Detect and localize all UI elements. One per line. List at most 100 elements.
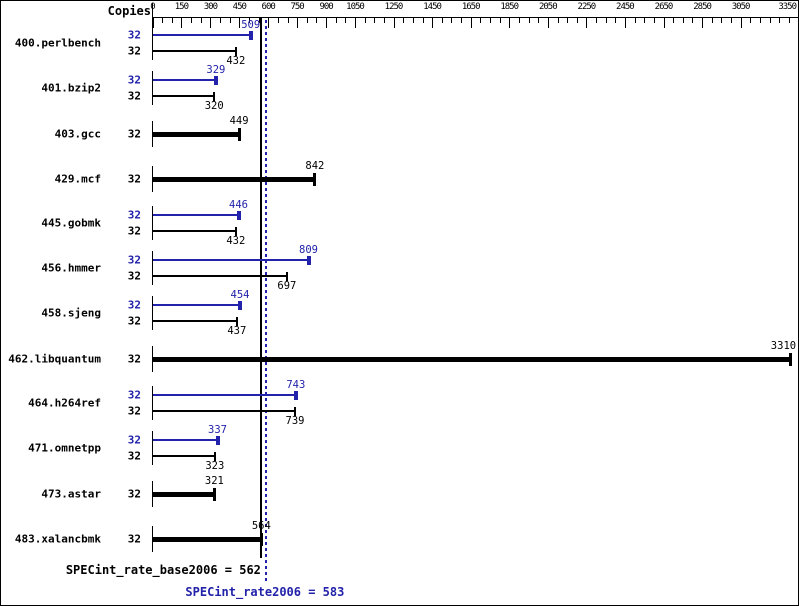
benchmark-label: 462.libquantum [8, 352, 101, 366]
benchmark-baseline-stem [152, 121, 153, 147]
peak-bar [153, 439, 218, 441]
peak-bar-endcap [238, 300, 242, 310]
x-axis-tick-label: 3350 [778, 2, 797, 12]
peak-bar-endcap [236, 210, 241, 220]
x-axis-minor-tick [200, 18, 202, 23]
x-axis-minor-tick [461, 18, 462, 23]
peak-value-label: 454 [230, 289, 250, 301]
peak-value-label: 809 [299, 244, 318, 256]
copies-column-header: Copies [107, 4, 151, 18]
x-axis-minor-tick [480, 18, 482, 23]
copies-value-peak: 32 [127, 28, 141, 42]
x-axis-tick-label: 1450 [423, 2, 442, 12]
benchmark-baseline-stem [152, 166, 153, 192]
x-axis-minor-tick [374, 18, 376, 23]
base-bar-endcap [234, 226, 237, 236]
x-axis-minor-tick [634, 18, 636, 23]
x-axis-line [152, 17, 798, 18]
benchmark-baseline-stem [152, 251, 153, 285]
x-axis-major-tick [702, 18, 704, 28]
x-axis-minor-tick [412, 18, 414, 23]
base-value-label: 697 [277, 280, 297, 292]
x-axis-minor-tick [220, 18, 221, 23]
benchmark-baseline-stem [152, 26, 153, 60]
peak-value-label: 446 [229, 199, 248, 211]
x-axis-major-tick [268, 18, 270, 28]
x-axis-tick-label: 600 [261, 2, 276, 12]
base-bar [153, 410, 295, 412]
x-axis-major-tick [624, 18, 626, 28]
x-axis-major-tick [239, 18, 241, 28]
peak-bar [153, 214, 239, 216]
benchmark-baseline-stem [152, 526, 153, 552]
base-bar-endcap [234, 46, 237, 56]
base-value-label: 320 [204, 100, 224, 112]
x-axis-minor-tick [557, 18, 559, 23]
base-bar [153, 230, 236, 232]
x-axis-minor-tick [788, 18, 790, 23]
benchmark-baseline-stem [152, 346, 153, 372]
x-axis-minor-tick [731, 18, 732, 23]
base-bar-endcap [213, 451, 216, 461]
x-axis-minor-tick [383, 18, 385, 23]
benchmark-label: 464.h264ref [28, 396, 101, 410]
base-value-label: 739 [285, 415, 305, 427]
x-axis-major-tick [152, 18, 154, 28]
base-bar-endcap [294, 406, 296, 416]
x-axis-major-tick [393, 18, 395, 28]
x-axis-minor-tick [229, 18, 231, 23]
base-bar-endcap [259, 532, 263, 546]
x-axis-minor-tick [403, 18, 405, 23]
x-axis-minor-tick [692, 18, 694, 23]
peak-bar-endcap [215, 435, 220, 445]
x-axis-minor-tick [576, 18, 578, 23]
ref-line-rate2006 [264, 20, 267, 581]
x-axis-minor-tick [162, 18, 164, 23]
ref-line-base2006 [259, 18, 262, 558]
copies-value-peak: 32 [127, 253, 141, 267]
x-axis-tick-label: 150 [174, 2, 189, 12]
x-axis-major-tick [586, 18, 588, 28]
benchmark-baseline-stem [152, 431, 153, 465]
x-axis-major-tick [297, 18, 299, 28]
x-axis-minor-tick [769, 18, 771, 23]
x-axis-minor-tick [538, 18, 540, 23]
x-axis-tick-label: 2450 [616, 2, 635, 12]
base-bar [153, 536, 262, 542]
x-axis-minor-tick [277, 18, 279, 23]
x-axis-minor-tick [441, 18, 443, 23]
copies-value-peak: 32 [127, 208, 141, 222]
specint-rate2006-summary: SPECint_rate2006 = 583 [185, 585, 345, 599]
x-axis-major-tick [326, 18, 328, 28]
x-axis-tick-label: 0 [150, 2, 156, 12]
benchmark-label: 456.hmmer [41, 261, 101, 275]
x-axis-minor-tick [191, 18, 193, 23]
copies-value-base: 32 [127, 404, 141, 418]
base-bar [153, 176, 315, 182]
x-axis-tick-label: 750 [290, 2, 304, 12]
x-axis-tick-label: 1050 [346, 2, 365, 12]
base-value-label: 432 [226, 55, 246, 67]
peak-bar-endcap [306, 255, 311, 265]
benchmark-label: 458.sjeng [41, 306, 101, 320]
benchmark-label: 445.gobmk [41, 216, 101, 230]
copies-value-peak: 32 [127, 433, 141, 447]
benchmark-label: 400.perlbench [14, 36, 101, 50]
copies-value: 32 [127, 127, 141, 141]
copies-value-peak: 32 [127, 388, 141, 402]
base-value-label: 842 [305, 160, 325, 172]
benchmark-label: 483.xalancbmk [14, 532, 101, 546]
peak-bar-endcap [293, 390, 298, 400]
x-axis-minor-tick [721, 18, 723, 23]
base-bar [153, 320, 237, 322]
copies-value-base: 32 [127, 89, 141, 103]
x-axis-minor-tick [316, 18, 318, 23]
base-bar [153, 131, 240, 137]
benchmark-baseline-stem [152, 296, 153, 330]
copies-value: 32 [127, 352, 141, 366]
benchmark-baseline-stem [152, 206, 153, 240]
x-axis-start-tick [152, 3, 153, 29]
peak-bar [153, 259, 309, 261]
x-axis-tick-label: 1250 [384, 2, 404, 12]
copies-value: 32 [127, 487, 141, 501]
